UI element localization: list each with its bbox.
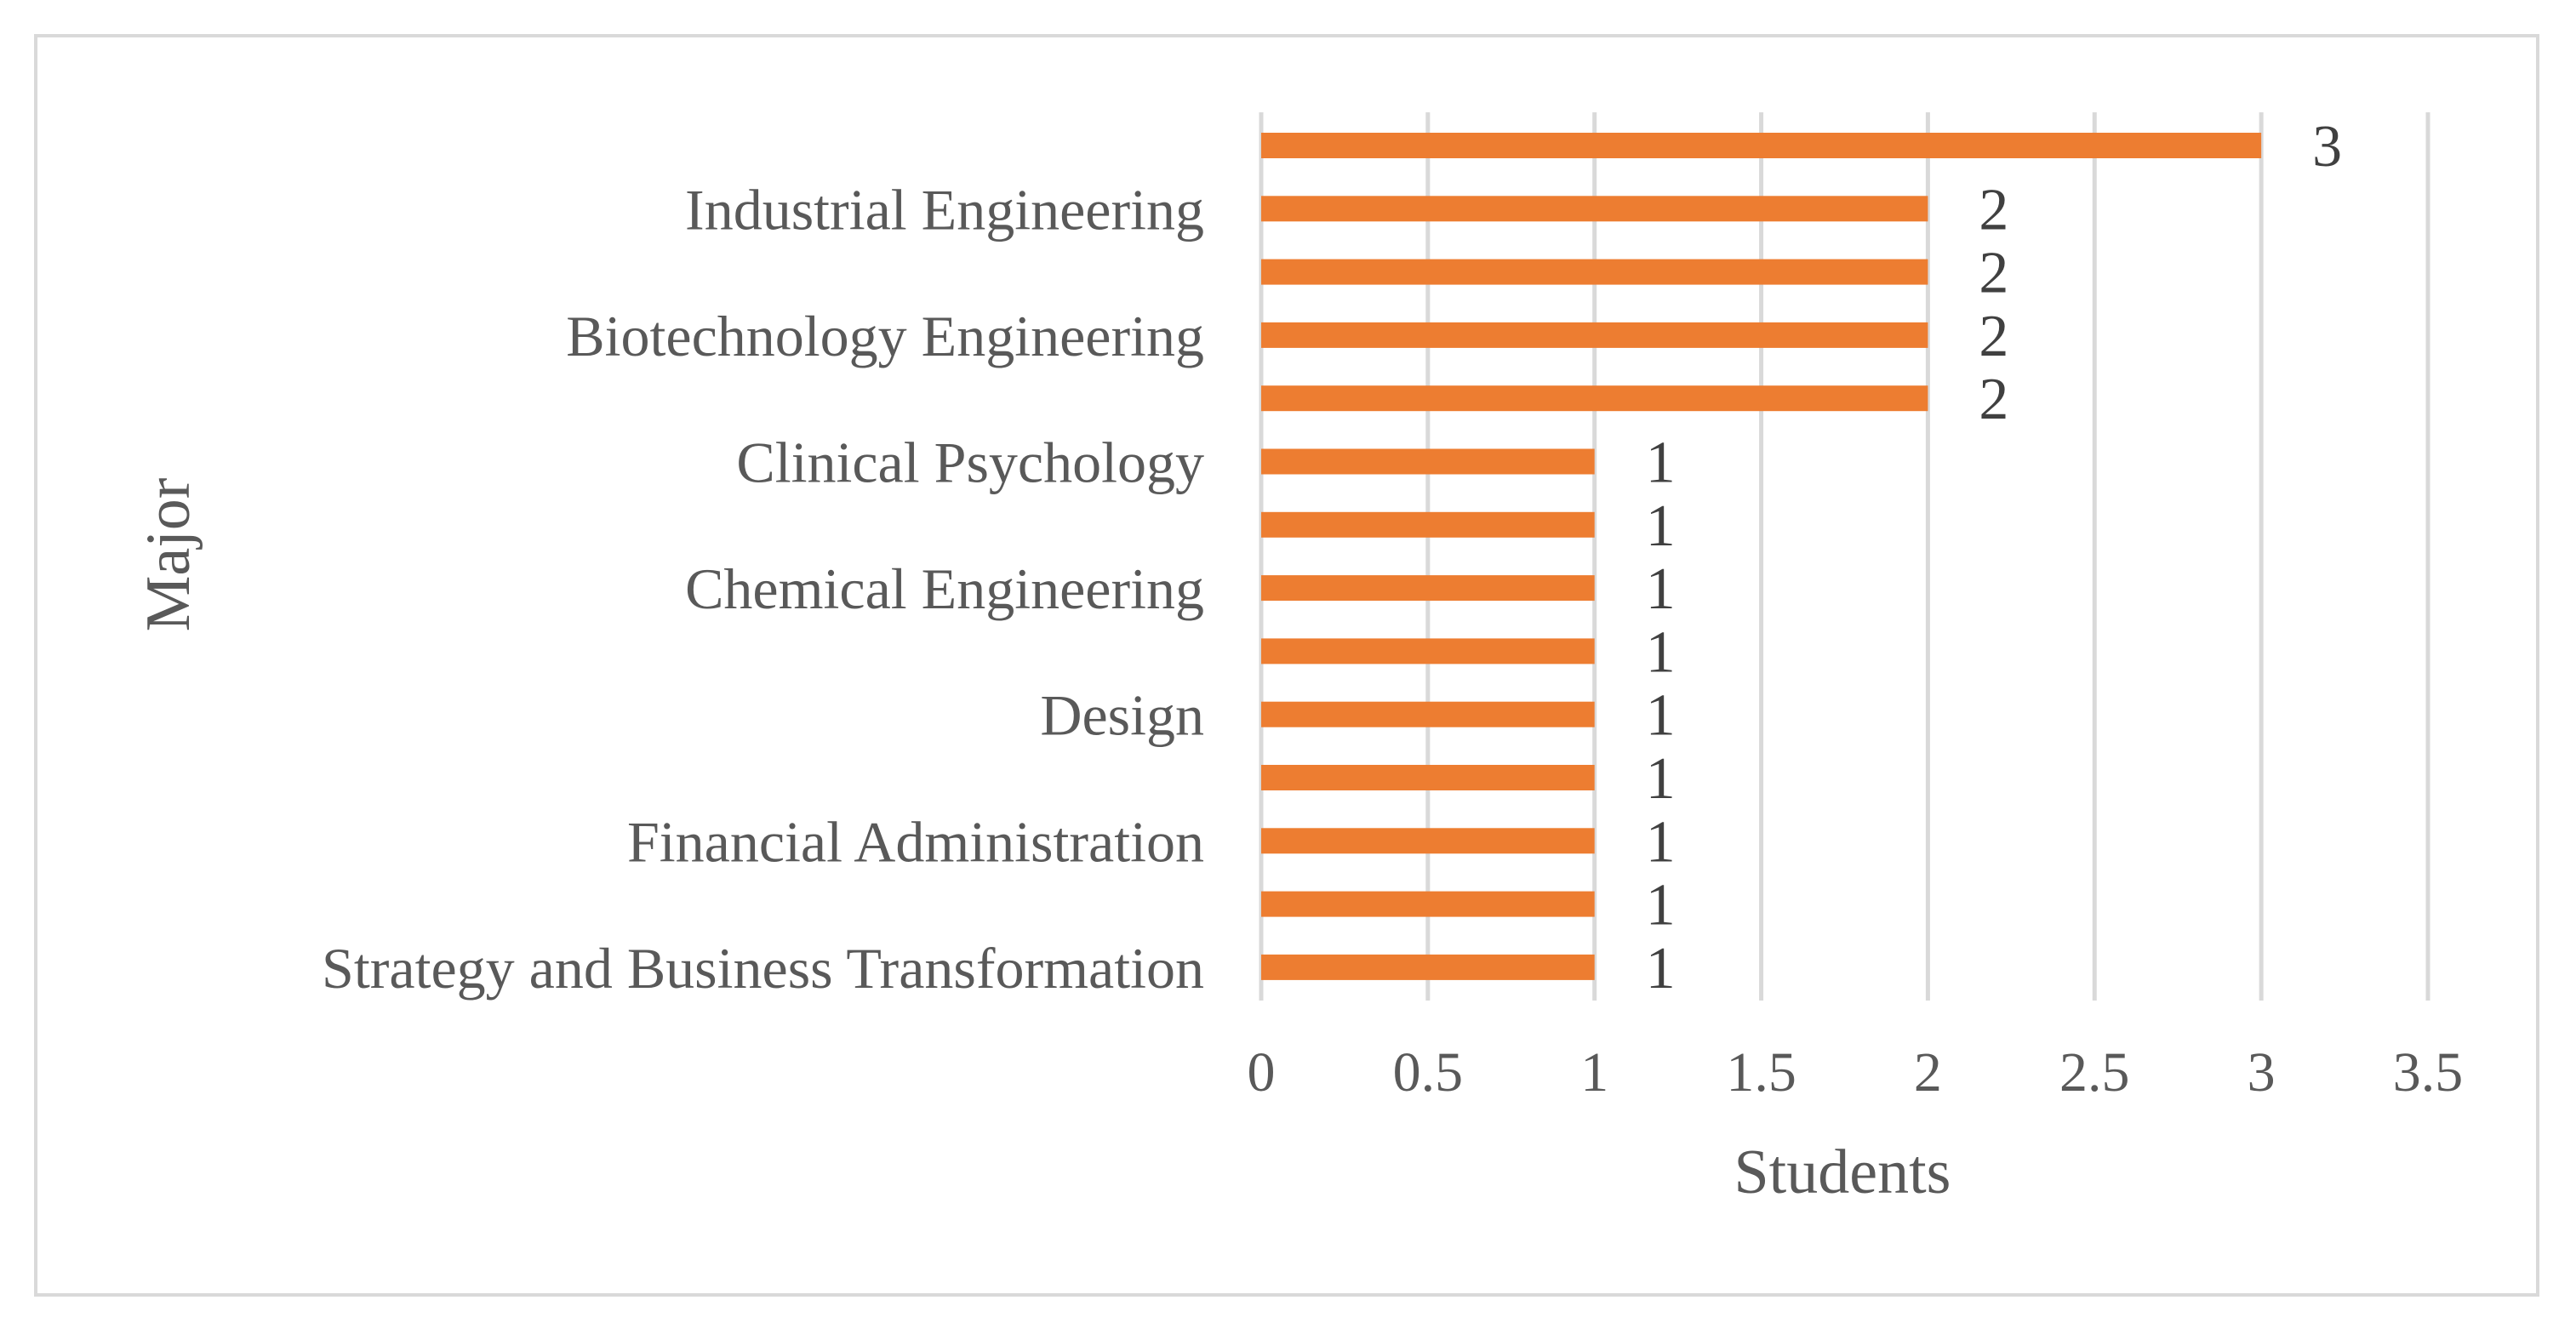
bar	[1261, 765, 1595, 790]
bar-value-label: 1	[1646, 431, 1676, 496]
bar	[1261, 259, 1928, 285]
bar-value-label: 2	[1979, 304, 2008, 369]
category-label: Industrial Engineering	[685, 177, 1204, 242]
bar-value-label: 1	[1646, 493, 1676, 559]
y-axis-title: Major	[134, 478, 203, 632]
x-tick-label: 1.5	[1726, 1041, 1796, 1103]
bar-value-label: 1	[1646, 556, 1676, 622]
bar	[1261, 322, 1928, 348]
bar	[1261, 575, 1595, 602]
bar-value-label: 2	[1979, 177, 2008, 242]
category-label: Chemical Engineering	[685, 556, 1204, 621]
bar	[1261, 828, 1595, 854]
x-tick-label: 0.5	[1393, 1041, 1464, 1103]
bar	[1261, 638, 1595, 664]
category-labels: Industrial Engineering Biotechnology Engi…	[322, 177, 1204, 1001]
x-tick-label: 3.5	[2393, 1041, 2464, 1103]
bar-value-label: 1	[1646, 619, 1676, 685]
bar	[1261, 385, 1928, 412]
bar-value-label: 2	[1979, 241, 2008, 306]
category-label: Clinical Psychology	[736, 431, 1204, 495]
category-label: Biotechnology Engineering	[566, 304, 1204, 368]
x-tick-label: 2.5	[2059, 1041, 2130, 1103]
bar-value-label: 1	[1646, 746, 1676, 812]
bar-value-label: 1	[1646, 936, 1676, 1001]
bar	[1261, 954, 1595, 980]
bar	[1261, 701, 1595, 727]
x-tick-label: 1	[1580, 1041, 1608, 1103]
bar-value-label: 1	[1646, 873, 1676, 938]
x-tick-label: 3	[2248, 1041, 2276, 1103]
bar	[1261, 511, 1595, 538]
x-tick-labels: 0 0.5 1 1.5 2 2.5 3 3.5	[1248, 1041, 2464, 1103]
bar	[1261, 196, 1928, 222]
bar-value-label: 3	[2312, 114, 2342, 180]
category-label: Financial Administration	[627, 809, 1204, 874]
category-label: Strategy and Business Transformation	[322, 936, 1204, 1001]
chart-border	[34, 34, 2539, 1297]
bars	[1261, 133, 2262, 980]
category-label: Design	[1040, 683, 1204, 748]
x-tick-label: 2	[1914, 1041, 1942, 1103]
bar	[1261, 133, 2262, 158]
bar	[1261, 448, 1595, 475]
bar-value-label: 1	[1646, 683, 1676, 749]
bar-value-label: 2	[1979, 367, 2008, 432]
bar	[1261, 891, 1595, 917]
x-tick-label: 0	[1248, 1041, 1276, 1103]
x-axis-title: Students	[1734, 1138, 1951, 1207]
bar-value-label: 1	[1646, 809, 1676, 875]
